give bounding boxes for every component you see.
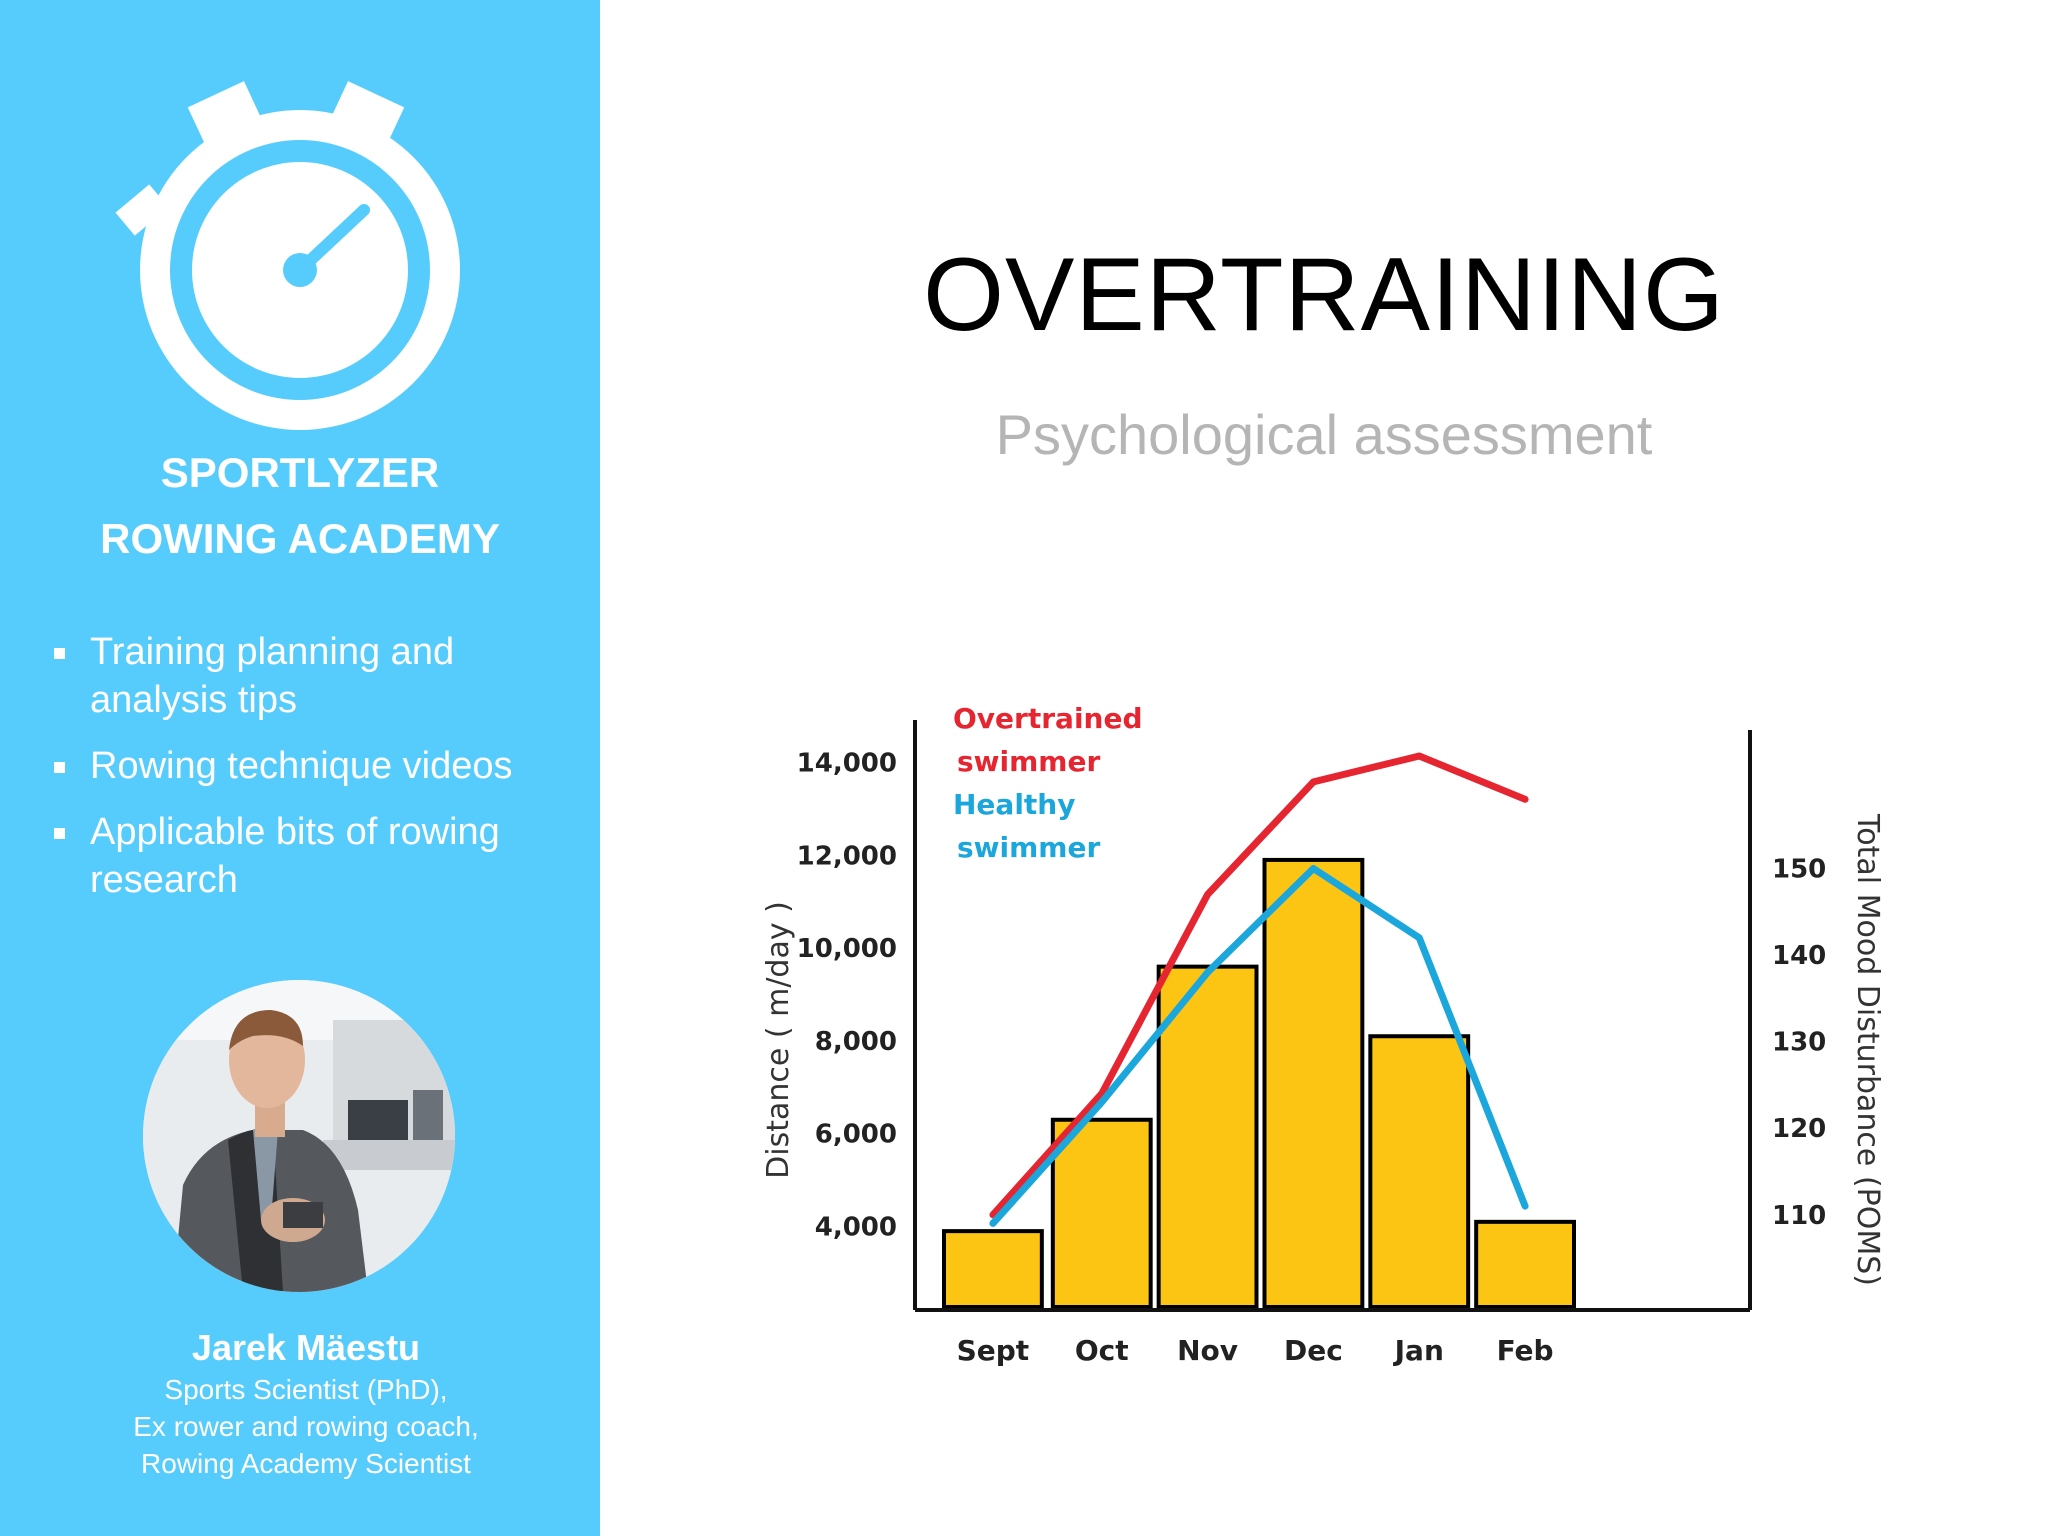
bar	[1050, 1117, 1153, 1310]
author-role: Ex rower and rowing coach,	[133, 1411, 479, 1442]
left-tick-label: 4,000	[815, 1212, 897, 1242]
x-tick-label: Sept	[957, 1334, 1030, 1367]
feature-text: Applicable bits of rowing research	[90, 811, 500, 901]
x-tick-label: Jan	[1393, 1334, 1444, 1367]
right-tick-label: 150	[1772, 855, 1826, 885]
sidebar: SPORTLYZER ROWING ACADEMY Training plann…	[0, 0, 600, 1536]
left-tick-label: 12,000	[797, 841, 897, 871]
brand-line: ROWING ACADEMY	[100, 515, 500, 562]
slide-title: OVERTRAINING	[923, 237, 1725, 353]
legend-text: Healthy	[953, 788, 1076, 821]
left-axis-title: Distance ( m/day )	[761, 901, 796, 1179]
bar	[1156, 964, 1259, 1309]
legend-text: swimmer	[957, 745, 1100, 778]
right-tick-label: 110	[1772, 1201, 1826, 1231]
bar	[1262, 857, 1365, 1309]
legend-text: swimmer	[957, 831, 1100, 864]
square-bullet-icon	[54, 648, 65, 659]
author-name: Jarek Mäestu	[191, 1327, 421, 1368]
author-photo	[143, 980, 455, 1292]
legend-text: Overtrained	[953, 702, 1143, 735]
left-tick-label: 8,000	[815, 1027, 897, 1057]
x-tick-label: Feb	[1497, 1334, 1554, 1367]
left-tick-label: 10,000	[797, 934, 897, 964]
stopwatch-icon	[115, 81, 460, 430]
left-tick-label: 6,000	[815, 1120, 897, 1150]
x-tick-label: Nov	[1177, 1334, 1238, 1367]
right-tick-label: 130	[1772, 1028, 1826, 1058]
feature-item: Applicable bits of rowing research	[52, 808, 572, 904]
bar	[942, 1229, 1044, 1309]
author-avatar	[143, 980, 455, 1292]
x-tick-label: Oct	[1075, 1334, 1129, 1367]
chart: 4,000 6,000 8,000 10,000 12,000 14,000 110 120 1…	[761, 702, 1885, 1367]
feature-list: Training planning and analysis tips Rowi…	[52, 628, 572, 922]
brand-line: SPORTLYZER	[160, 449, 440, 496]
series-line	[989, 752, 1529, 1219]
feature-text: Rowing technique videos	[90, 745, 513, 787]
bar	[1368, 1034, 1471, 1309]
square-bullet-icon	[54, 828, 65, 839]
brand-name: SPORTLYZER ROWING ACADEMY	[0, 440, 600, 572]
author-info: Jarek Mäestu Sports Scientist (PhD), Ex …	[0, 1325, 612, 1482]
feature-item: Training planning and analysis tips	[52, 628, 572, 724]
left-tick-label: 14,000	[797, 748, 897, 778]
right-axis-title: Total Mood Disturbance (POMS)	[1850, 813, 1885, 1286]
right-tick-label: 140	[1772, 941, 1826, 971]
slide-subtitle: Psychological assessment	[995, 403, 1653, 466]
series-line	[989, 865, 1529, 1227]
right-tick-label: 120	[1772, 1114, 1826, 1144]
x-tick-label: Dec	[1284, 1334, 1343, 1367]
author-role: Rowing Academy Scientist	[141, 1448, 471, 1479]
bar	[1474, 1219, 1577, 1310]
author-role: Sports Scientist (PhD),	[164, 1374, 448, 1405]
feature-item: Rowing technique videos	[52, 742, 572, 790]
feature-text: Training planning and analysis tips	[90, 631, 455, 721]
square-bullet-icon	[54, 762, 65, 773]
